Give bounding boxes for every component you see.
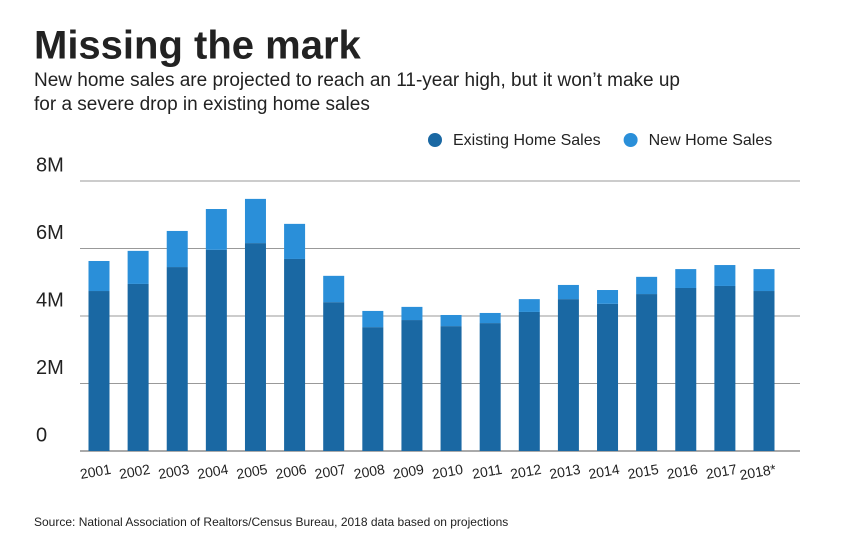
bar-segment (675, 269, 697, 288)
x-tick-label: 2008 (353, 461, 387, 482)
bar-segment (127, 283, 149, 451)
x-tick-label: 2015 (626, 461, 660, 482)
y-tick-label: 6M (36, 222, 64, 244)
source-note: Source: National Association of Realtors… (34, 515, 508, 529)
y-tick-label: 2M (36, 357, 64, 379)
bar-segment (362, 310, 384, 328)
bar-segment (244, 243, 266, 451)
x-tick-label: 2003 (157, 461, 191, 482)
x-tick-label: 2004 (196, 461, 230, 482)
bar-segment (440, 326, 462, 451)
x-tick-label: 2009 (392, 461, 426, 482)
bar-segment (166, 267, 188, 451)
bar-segment (479, 312, 501, 324)
x-tick-label: 2017 (705, 461, 739, 482)
x-tick-label: 2011 (471, 461, 504, 482)
bar-segment (244, 198, 266, 244)
x-tick-label: 2016 (665, 461, 699, 482)
bar-segment (675, 287, 697, 451)
bar-segment (88, 291, 110, 451)
bar-segment (636, 294, 658, 451)
bar-segment (557, 284, 579, 300)
legend-label: Existing Home Sales (453, 132, 601, 149)
bar-segment (714, 285, 736, 451)
chart-title: Missing the mark (34, 24, 362, 68)
legend-marker (428, 133, 442, 147)
bar-segment (557, 299, 579, 451)
chart-subtitle: New home sales are projected to reach an… (34, 70, 680, 91)
bar-segment (88, 260, 110, 292)
legend-marker (623, 133, 638, 147)
bar-segment (714, 265, 736, 286)
x-tick-label: 2002 (118, 461, 152, 482)
x-tick-label: 2005 (235, 461, 269, 482)
bar-segment (479, 323, 501, 451)
bar-segment (401, 320, 423, 451)
legend-label: New Home Sales (649, 132, 773, 149)
x-tick-label: 2018* (738, 461, 777, 483)
bar-segment (323, 275, 345, 303)
bar-segment (597, 303, 619, 451)
bar-segment (753, 269, 775, 292)
y-tick-label: 0 (36, 424, 47, 446)
bar-segment (636, 276, 658, 295)
x-tick-label: 2007 (313, 461, 347, 482)
x-tick-label: 2006 (274, 461, 308, 482)
y-tick-label: 4M (36, 289, 64, 311)
bar-segment (323, 302, 345, 451)
bar-segment (205, 249, 227, 451)
bar-segment (127, 250, 149, 284)
bar-segment (205, 209, 227, 250)
bar-segment (284, 223, 306, 259)
x-tick-label: 2010 (431, 461, 465, 482)
x-tick-label: 2001 (79, 461, 113, 482)
bar-segment (284, 258, 306, 451)
bar-segment (166, 230, 188, 268)
chart-subtitle: for a severe drop in existing home sales (34, 94, 370, 115)
bar-segment (597, 290, 619, 304)
x-tick-label: 2014 (587, 461, 621, 482)
bar-segment (753, 291, 775, 451)
x-tick-label: 2013 (548, 461, 582, 482)
bar-segment (401, 306, 423, 321)
y-tick-label: 8M (36, 154, 64, 176)
bar-segment (518, 299, 540, 312)
bar-segment (440, 314, 462, 327)
bar-segment (518, 311, 540, 451)
bar-segment (362, 327, 384, 451)
x-tick-label: 2012 (509, 461, 543, 482)
